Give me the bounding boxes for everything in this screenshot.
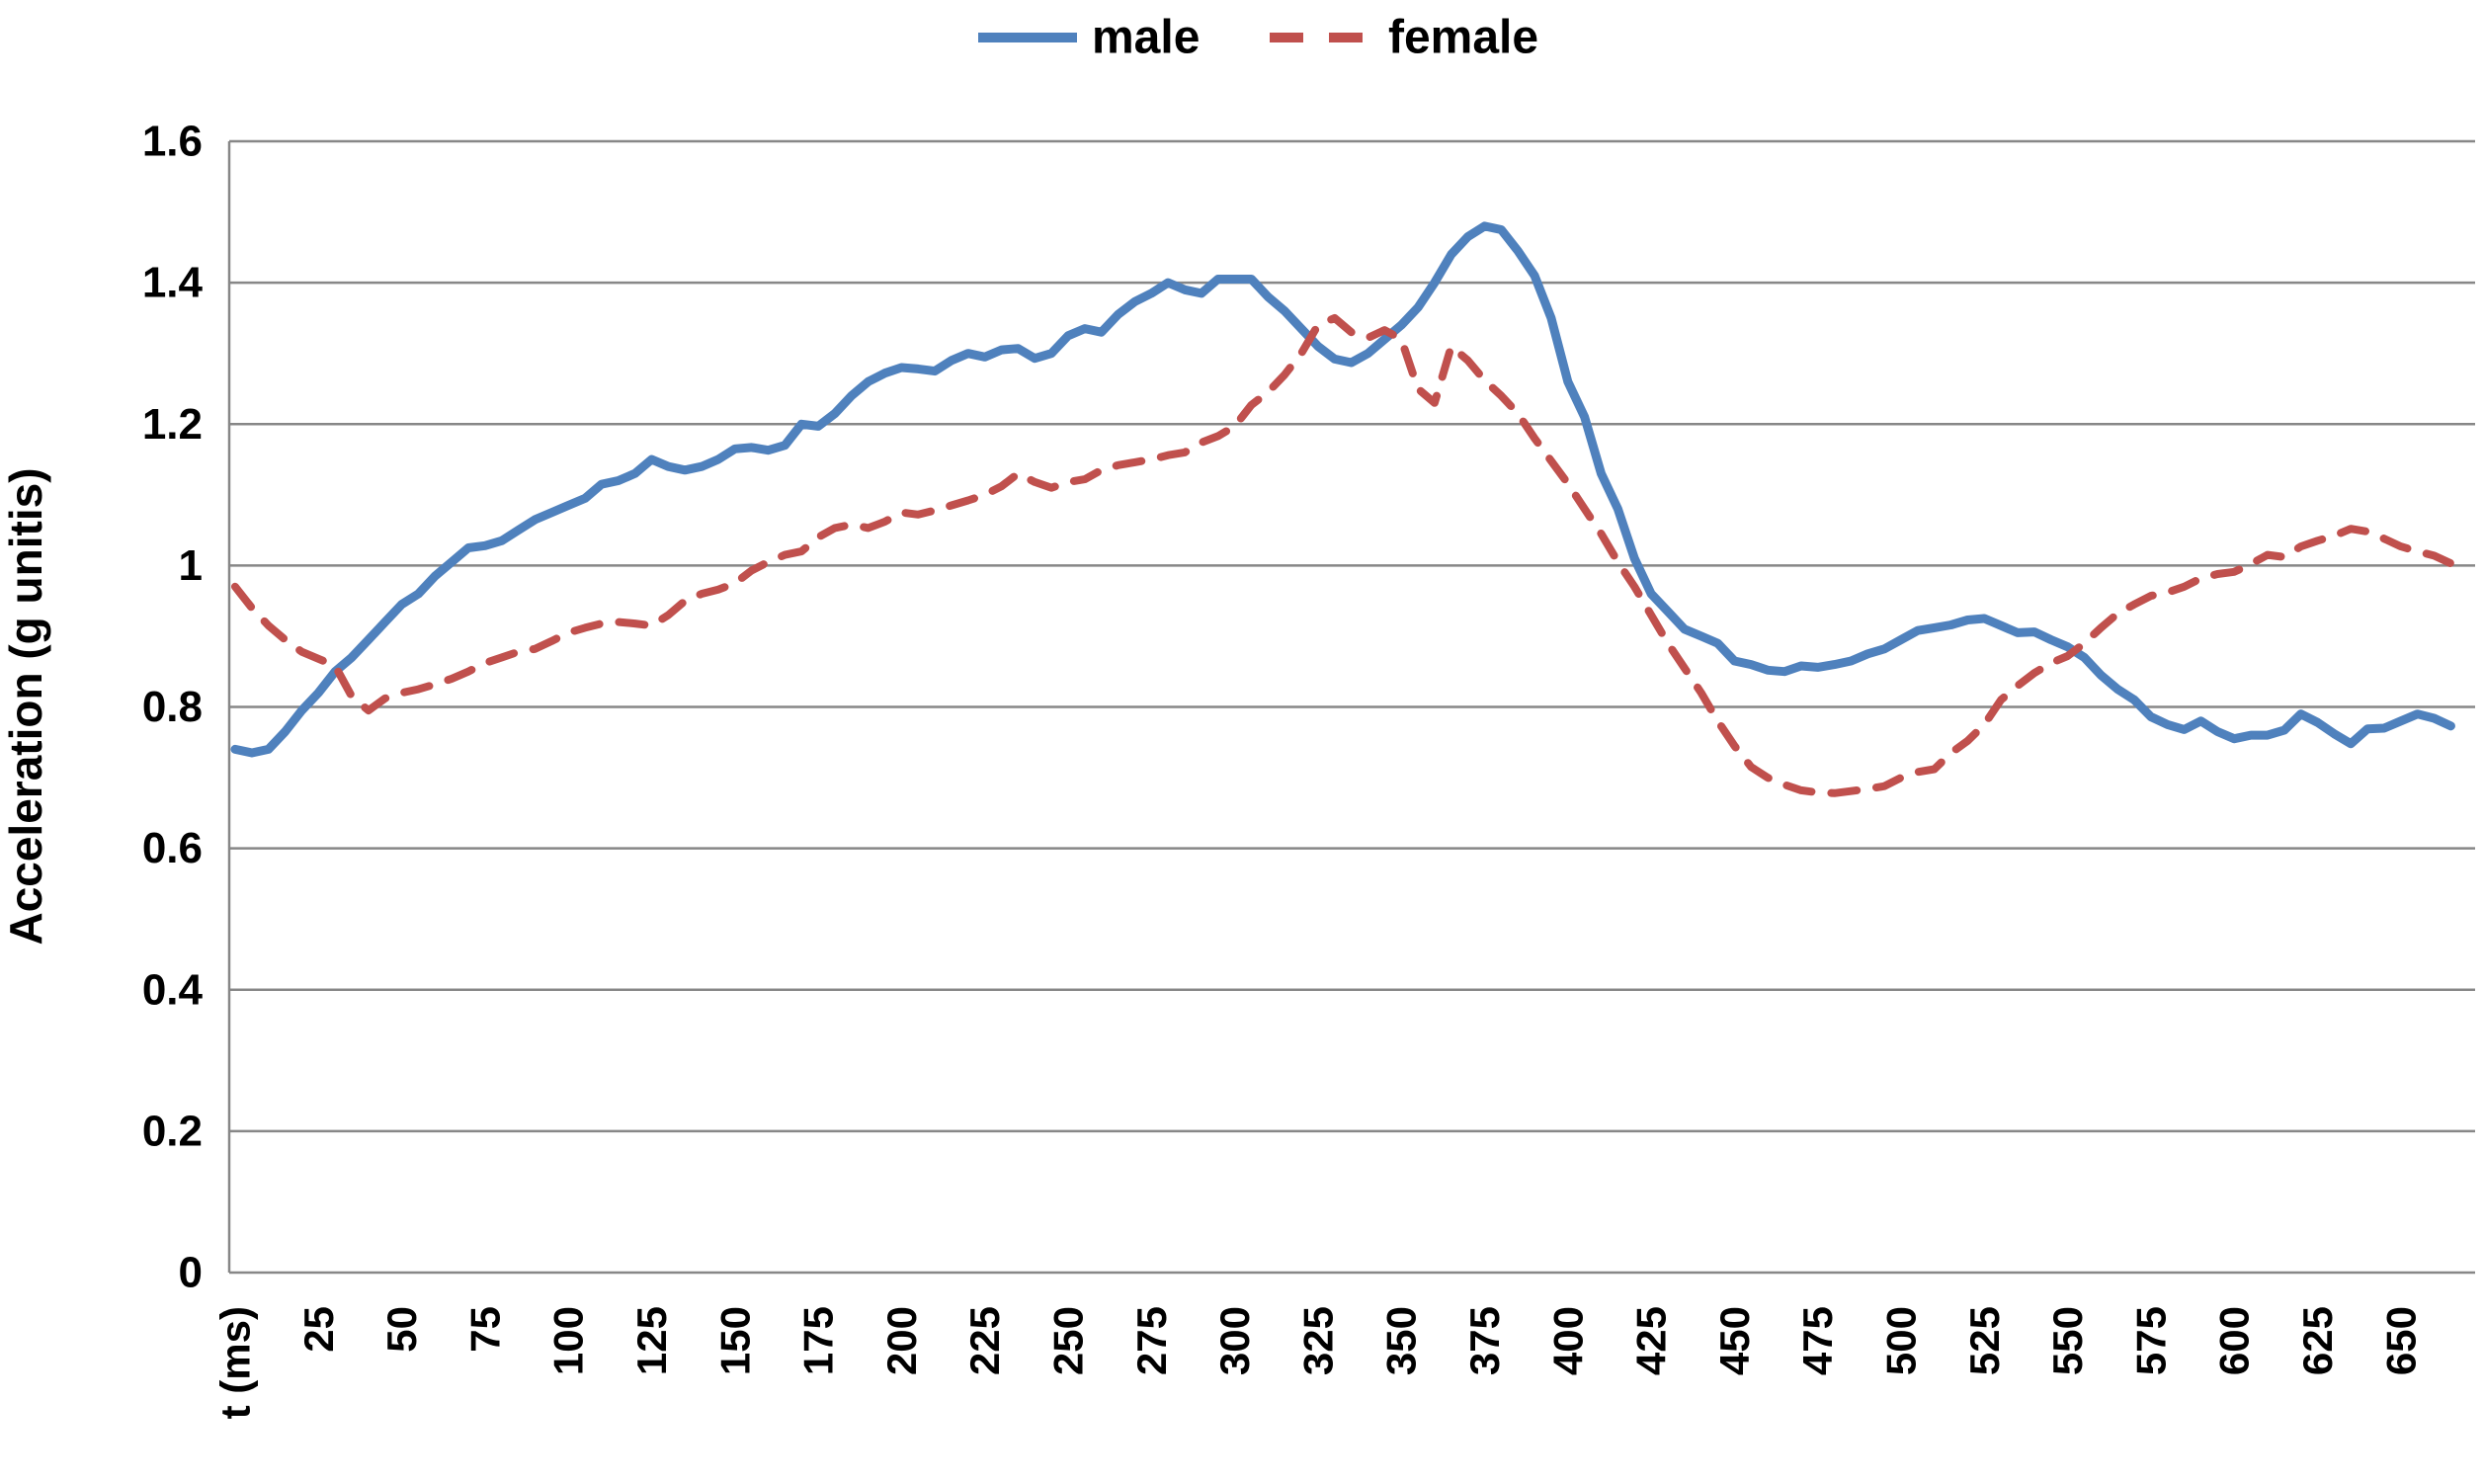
x-tick-label: 475 [1794, 1306, 1841, 1375]
y-axis-title: Acceleration (g unitis) [0, 467, 51, 945]
legend-label-male: male [1092, 12, 1200, 64]
x-tick-label: 625 [2294, 1306, 2341, 1375]
x-tick-label: 50 [378, 1306, 425, 1353]
x-tick-label: 225 [961, 1306, 1008, 1375]
series-lines [230, 221, 2455, 797]
x-tick-label: 500 [1878, 1306, 1925, 1375]
y-tick-label: 0.8 [142, 683, 203, 731]
y-tick-label: 0.2 [142, 1107, 203, 1155]
legend: male female [978, 12, 1538, 64]
gridlines [229, 139, 2475, 1275]
x-tick-label: 575 [2127, 1306, 2174, 1375]
y-tick-label: 0 [179, 1249, 203, 1297]
x-tick-label: 150 [711, 1306, 758, 1375]
x-axis-tick-labels: t (ms) 25 50 75 100 125 150 175 200 225 250 275 300 3… [212, 1306, 2425, 1419]
x-tick-label: 550 [2044, 1306, 2091, 1375]
x-tick-label: 325 [1294, 1306, 1341, 1375]
x-tick-label: 200 [878, 1306, 925, 1375]
x-tick-label: 400 [1544, 1306, 1591, 1375]
x-tick-label: 650 [2377, 1306, 2424, 1375]
x-tick-label: 25 [295, 1306, 342, 1353]
x-axis-unit-label: t (ms) [212, 1306, 259, 1419]
y-tick-label: 1.6 [142, 118, 203, 166]
x-tick-label: 425 [1628, 1306, 1675, 1375]
x-tick-label: 175 [795, 1306, 842, 1375]
y-tick-label: 1.4 [142, 259, 204, 307]
x-tick-label: 275 [1128, 1306, 1175, 1375]
male-series-line [230, 221, 2455, 758]
y-tick-label: 0.4 [142, 965, 204, 1014]
x-tick-label: 250 [1045, 1306, 1092, 1375]
x-tick-label: 525 [1961, 1306, 2008, 1375]
x-tick-label: 125 [628, 1306, 675, 1375]
x-tick-label: 600 [2211, 1306, 2258, 1375]
y-tick-label: 1.2 [142, 400, 203, 449]
x-tick-label: 350 [1378, 1306, 1425, 1375]
female-series-line [231, 313, 2455, 797]
x-tick-label: 450 [1711, 1306, 1758, 1375]
legend-label-female: female [1388, 12, 1538, 64]
y-tick-label: 1 [179, 541, 203, 590]
x-tick-label: 100 [545, 1306, 592, 1375]
x-tick-label: 375 [1461, 1306, 1508, 1375]
y-axis-tick-labels: 0 0.2 0.4 0.6 0.8 1 1.2 1.4 1.6 [142, 118, 204, 1297]
y-tick-label: 0.6 [142, 824, 203, 872]
x-tick-label: 75 [461, 1306, 508, 1353]
x-tick-label: 300 [1211, 1306, 1258, 1375]
